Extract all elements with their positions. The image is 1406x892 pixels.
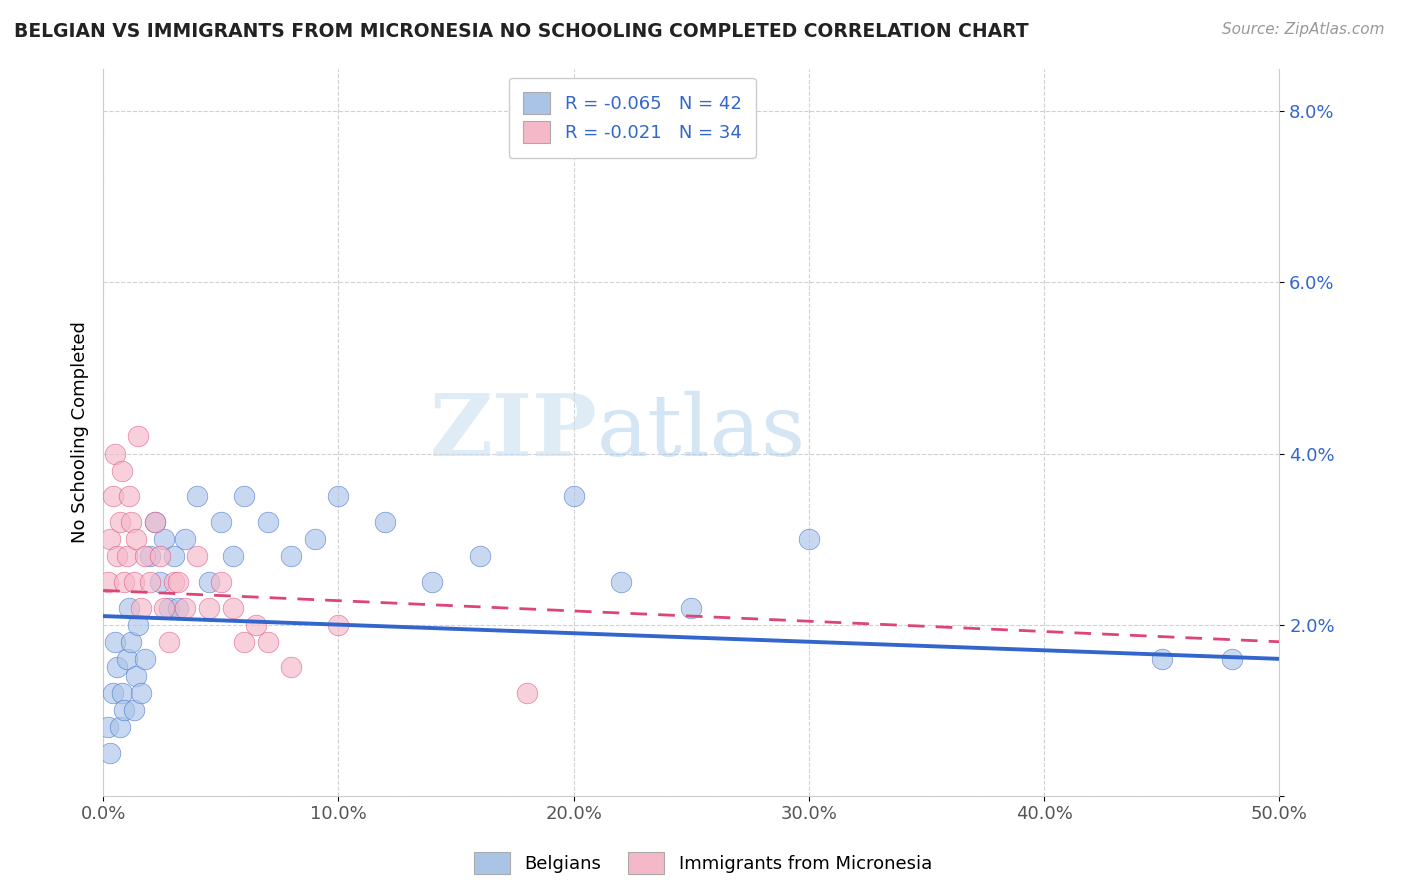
Point: [143, 515, 166, 529]
Point: [797, 532, 820, 546]
Text: BELGIAN VS IMMIGRANTS FROM MICRONESIA NO SCHOOLING COMPLETED CORRELATION CHART: BELGIAN VS IMMIGRANTS FROM MICRONESIA NO…: [14, 22, 1029, 41]
Point: [233, 489, 256, 503]
Point: [97, 720, 120, 734]
Point: [153, 600, 176, 615]
Point: [681, 600, 703, 615]
Point: [127, 429, 149, 443]
Point: [153, 532, 176, 546]
Point: [562, 489, 585, 503]
Point: [118, 489, 141, 503]
Point: [163, 549, 186, 564]
Text: atlas: atlas: [598, 391, 806, 474]
Point: [97, 574, 120, 589]
Point: [280, 549, 302, 564]
Point: [122, 703, 145, 717]
Point: [209, 574, 232, 589]
Point: [143, 515, 166, 529]
Point: [118, 600, 141, 615]
Point: [198, 574, 221, 589]
Point: [115, 652, 138, 666]
Point: [280, 660, 302, 674]
Point: [221, 600, 243, 615]
Point: [112, 703, 135, 717]
Point: [105, 660, 128, 674]
Point: [120, 634, 142, 648]
Point: [98, 746, 121, 760]
Point: [256, 515, 278, 529]
Point: [468, 549, 491, 564]
Point: [163, 574, 186, 589]
Point: [304, 532, 326, 546]
Point: [105, 549, 128, 564]
Point: [374, 515, 396, 529]
Point: [186, 489, 208, 503]
Point: [422, 574, 444, 589]
Point: [122, 574, 145, 589]
Point: [127, 617, 149, 632]
Point: [149, 549, 172, 564]
Point: [167, 600, 190, 615]
Point: [174, 532, 197, 546]
Point: [129, 686, 152, 700]
Text: Source: ZipAtlas.com: Source: ZipAtlas.com: [1222, 22, 1385, 37]
Point: [174, 600, 197, 615]
Point: [157, 634, 180, 648]
Point: [129, 600, 152, 615]
Point: [1150, 652, 1173, 666]
Text: ZIP: ZIP: [429, 390, 598, 475]
Point: [139, 549, 162, 564]
Point: [111, 686, 134, 700]
Point: [115, 549, 138, 564]
Point: [256, 634, 278, 648]
Point: [125, 669, 148, 683]
Point: [112, 574, 135, 589]
Point: [186, 549, 208, 564]
Point: [139, 574, 162, 589]
Point: [101, 686, 124, 700]
Point: [209, 515, 232, 529]
Point: [516, 686, 538, 700]
Point: [108, 720, 131, 734]
Point: [198, 600, 221, 615]
Point: [134, 549, 156, 564]
Point: [328, 617, 350, 632]
Point: [245, 617, 267, 632]
Point: [221, 549, 243, 564]
Point: [328, 489, 350, 503]
Point: [134, 652, 156, 666]
Point: [101, 489, 124, 503]
Point: [157, 600, 180, 615]
Point: [149, 574, 172, 589]
Point: [125, 532, 148, 546]
Point: [111, 464, 134, 478]
Point: [233, 634, 256, 648]
Point: [104, 446, 127, 460]
Point: [609, 574, 631, 589]
Point: [108, 515, 131, 529]
Point: [120, 515, 142, 529]
Point: [104, 634, 127, 648]
Y-axis label: No Schooling Completed: No Schooling Completed: [72, 321, 89, 543]
Legend: Belgians, Immigrants from Micronesia: Belgians, Immigrants from Micronesia: [465, 843, 941, 883]
Point: [167, 574, 190, 589]
Point: [98, 532, 121, 546]
Legend: R = -0.065   N = 42, R = -0.021   N = 34: R = -0.065 N = 42, R = -0.021 N = 34: [509, 78, 756, 158]
Point: [1222, 652, 1244, 666]
